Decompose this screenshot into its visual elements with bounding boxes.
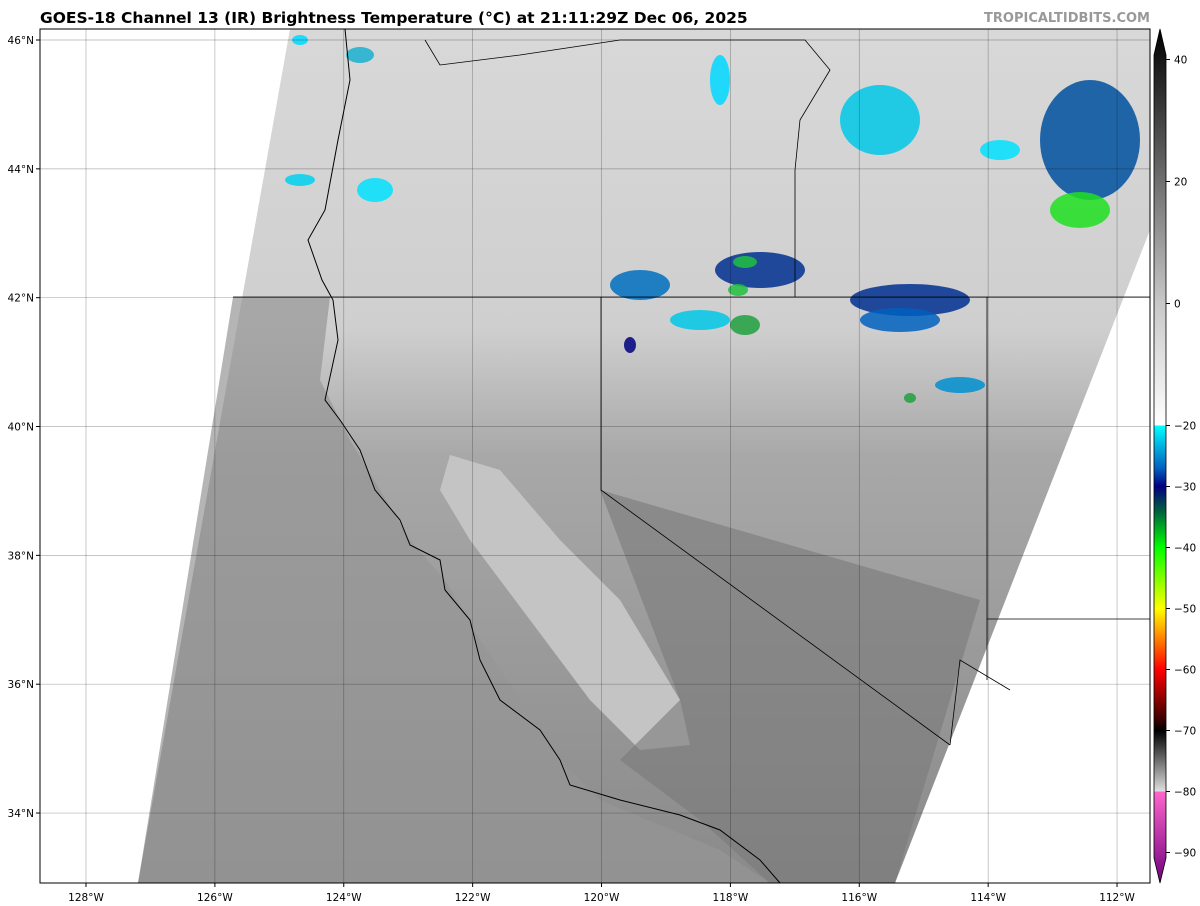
lon-tick-label: 112°W <box>1099 892 1135 904</box>
colorbar-tick-label: 20 <box>1174 177 1187 189</box>
gridlines <box>40 29 1150 883</box>
cloud-blob <box>733 256 757 268</box>
lon-tick-label: 114°W <box>970 892 1006 904</box>
lat-tick-label: 44°N <box>8 164 34 176</box>
cloud-blob <box>1050 192 1110 228</box>
cloud-blob <box>610 270 670 300</box>
lon-tick-label: 122°W <box>455 892 491 904</box>
cloud-blob <box>860 308 940 332</box>
cloud-blob <box>670 310 730 330</box>
colorbar-tick-label: −90 <box>1174 848 1196 860</box>
cloud-blob <box>285 174 315 186</box>
lat-tick-label: 38°N <box>8 550 34 562</box>
cloud-blob <box>728 284 748 296</box>
cloud-blob <box>346 47 374 63</box>
colorbar-tick-label: −80 <box>1174 787 1196 799</box>
cloud-blob <box>840 85 920 155</box>
lat-tick-label: 40°N <box>8 422 34 434</box>
brand-watermark: TROPICALTIDBITS.COM <box>984 11 1150 26</box>
lat-tick-label: 42°N <box>8 293 34 305</box>
central-valley <box>440 455 690 750</box>
colorbar-tick-label: −50 <box>1174 604 1196 616</box>
lat-tick-label: 36°N <box>8 679 34 691</box>
colorbar-tick-label: −60 <box>1174 665 1196 677</box>
colorbar-tick-label: −40 <box>1174 543 1196 555</box>
cloud-blob <box>1040 80 1140 200</box>
lon-tick-label: 124°W <box>326 892 362 904</box>
map-title: GOES-18 Channel 13 (IR) Brightness Tempe… <box>40 9 748 27</box>
colorbar <box>1153 28 1167 884</box>
cloud-blob <box>904 393 916 403</box>
colorbar-ticks: 40 20 0 −20 −30 −40 −50 −60 −70 −80 −90 <box>1166 55 1196 860</box>
cloud-blob <box>624 337 636 353</box>
colorbar-tick-label: −30 <box>1174 482 1196 494</box>
cloud-blob <box>850 284 970 316</box>
lon-tick-label: 128°W <box>68 892 104 904</box>
cloud-blob <box>980 140 1020 160</box>
ocean-region <box>138 297 770 883</box>
colorbar-tick-label: −20 <box>1174 421 1196 433</box>
lat-tick-label: 34°N <box>8 808 34 820</box>
lon-tick-label: 118°W <box>713 892 749 904</box>
coastline <box>307 29 781 883</box>
colorbar-tick-label: 0 <box>1174 299 1181 311</box>
colorbar-tick-label: 40 <box>1174 55 1187 67</box>
map-frame <box>39 28 1151 884</box>
cloud-blob <box>730 315 760 335</box>
lon-tick-label: 126°W <box>197 892 233 904</box>
cloud-blob <box>715 252 805 288</box>
lon-tick-label: 116°W <box>841 892 877 904</box>
state-borders <box>233 39 1150 746</box>
cold-cloud-tops <box>285 35 1140 403</box>
colorbar-tick-label: −70 <box>1174 726 1196 738</box>
cloud-blob <box>292 35 308 45</box>
cloud-blob <box>710 55 730 105</box>
cloud-blob <box>935 377 985 393</box>
lat-tick-label: 46°N <box>8 35 34 47</box>
axis-ticks: 128°W 126°W 124°W 122°W 120°W 118°W 116°W 114°W… <box>8 35 1136 904</box>
cloud-blob <box>357 178 393 202</box>
southeast-land <box>600 490 980 883</box>
lon-tick-label: 120°W <box>584 892 620 904</box>
